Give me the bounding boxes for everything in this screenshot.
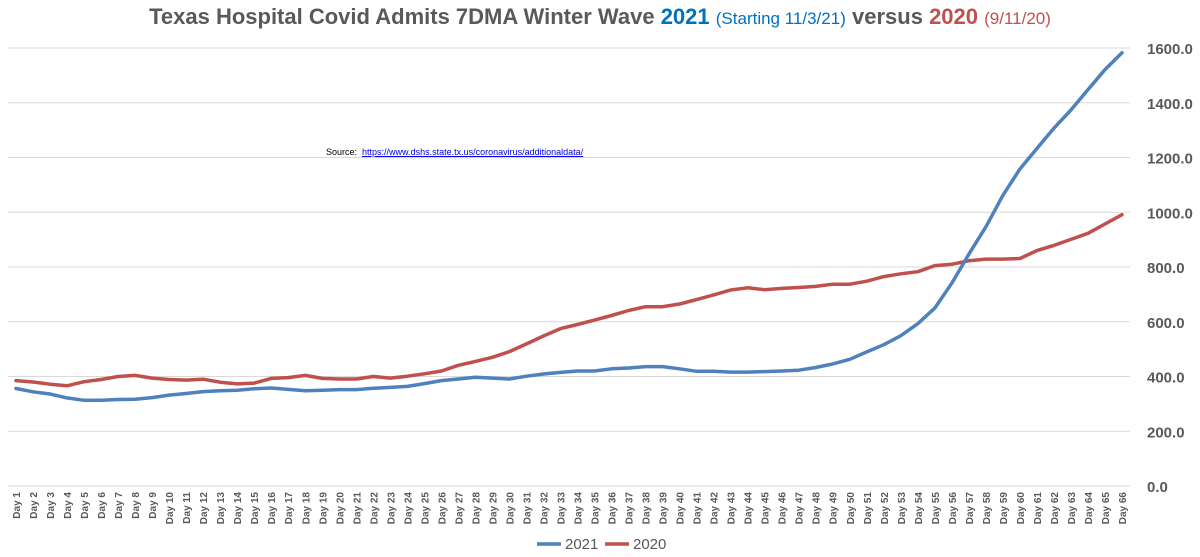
x-tick-label: Day 5 [80,492,91,519]
x-tick-label: Day 25 [420,492,431,525]
x-tick-label: Day 36 [608,492,619,525]
y-tick-label: 1000.0 [1147,205,1193,222]
x-tick-label: Day 20 [335,492,346,525]
x-tick-label: Day 24 [403,492,414,525]
x-tick-label: Day 7 [114,492,125,519]
x-tick-label: Day 38 [642,492,653,525]
y-tick-label: 600.0 [1147,315,1185,332]
y-tick-label: 1400.0 [1147,96,1193,113]
x-tick-label: Day 9 [148,492,159,519]
legend-label-2021: 2021 [565,536,598,553]
legend: 2021 2020 [537,536,666,553]
x-tick-label: Day 55 [931,492,942,525]
x-tick-label: Day 17 [284,492,295,525]
x-tick-label: Day 66 [1118,492,1129,525]
x-tick-label: Day 57 [965,492,976,525]
grid-lines [8,47,1130,487]
source-label: Source: [326,147,358,157]
x-tick-label: Day 60 [1016,492,1027,525]
title-year-2021: 2021 [660,4,710,29]
x-tick-label: Day 63 [1067,492,1078,525]
x-tick-label: Day 40 [676,492,687,525]
x-tick-label: Day 65 [1101,492,1112,525]
y-tick-label: 400.0 [1147,370,1185,387]
y-tick-label: 1600.0 [1147,41,1193,58]
series-line-2020 [14,212,1124,388]
x-tick-label: Day 26 [437,492,448,525]
y-tick-label: 200.0 [1147,424,1185,441]
x-tick-label: Day 49 [829,492,840,525]
x-tick-label: Day 35 [591,492,602,525]
x-tick-label: Day 32 [539,492,550,525]
series-line-2021 [14,50,1124,403]
x-tick-label: Day 21 [352,492,363,525]
y-tick-label: 800.0 [1147,260,1185,277]
x-tick-label: Day 14 [233,492,244,525]
title-sub-2020: (9/11/20) [984,9,1051,28]
x-tick-label: Day 31 [522,492,533,525]
x-tick-label: Day 59 [999,492,1010,525]
x-tick-label: Day 23 [386,492,397,525]
y-axis-ticks: 0.0 200.0 400.0 600.0 800.0 1000.0 1200.0 1400.… [1147,41,1193,496]
x-tick-label: Day 2 [29,492,40,519]
x-tick-label: Day 33 [556,492,567,525]
x-tick-label: Day 15 [250,492,261,525]
x-tick-label: Day 18 [301,492,312,525]
x-tick-label: Day 22 [369,492,380,525]
title-year-2020: 2020 [929,4,979,29]
title-sub-2021: (Starting 11/3/21) [715,9,846,28]
y-tick-label: 1200.0 [1147,151,1193,168]
x-tick-label: Day 42 [710,492,721,525]
x-tick-label: Day 12 [199,492,210,525]
x-tick-label: Day 30 [505,492,516,525]
x-axis-ticks: Day 1 Day 2 Day 3 Day 4 Day 5 Day 6 Day 7 Day 8… [12,492,1129,525]
x-tick-label: Day 56 [948,492,959,525]
x-tick-label: Day 45 [761,492,772,525]
x-tick-label: Day 48 [812,492,823,525]
x-tick-label: Day 61 [1033,492,1044,525]
x-tick-label: Day 44 [744,492,755,525]
x-tick-label: Day 39 [659,492,670,525]
x-tick-label: Day 62 [1050,492,1061,525]
x-tick-label: Day 51 [863,492,874,525]
x-tick-label: Day 50 [846,492,857,525]
x-tick-label: Day 16 [267,492,278,525]
x-tick-label: Day 19 [318,492,329,525]
series-lines [14,50,1124,403]
x-tick-label: Day 11 [182,492,193,524]
y-tick-label: 0.0 [1147,479,1168,496]
x-tick-label: Day 8 [131,492,142,519]
title-versus: versus [851,4,923,29]
x-tick-label: Day 52 [880,492,891,525]
x-tick-label: Day 41 [693,492,704,525]
x-tick-label: Day 58 [982,492,993,525]
x-tick-label: Day 46 [778,492,789,525]
x-tick-label: Day 64 [1084,492,1095,525]
chart-title: Texas Hospital Covid Admits 7DMA Winter … [0,4,1200,30]
source-link[interactable]: https://www.dshs.state.tx.us/coronavirus… [362,147,584,157]
x-tick-label: Day 6 [97,492,108,519]
x-tick-label: Day 54 [914,492,925,525]
x-tick-label: Day 43 [727,492,738,525]
source-note: Source: https://www.dshs.state.tx.us/cor… [326,147,583,157]
x-tick-label: Day 1 [12,492,23,519]
x-tick-label: Day 13 [216,492,227,525]
x-tick-label: Day 28 [471,492,482,525]
x-tick-label: Day 37 [625,492,636,525]
x-tick-label: Day 27 [454,492,465,525]
legend-label-2020: 2020 [633,536,666,553]
x-tick-label: Day 4 [63,492,74,519]
x-tick-label: Day 29 [488,492,499,525]
x-tick-label: Day 34 [574,492,585,525]
x-tick-label: Day 53 [897,492,908,525]
x-tick-label: Day 3 [46,492,57,519]
x-tick-label: Day 10 [165,492,176,525]
x-tick-label: Day 47 [795,492,806,525]
title-main: Texas Hospital Covid Admits 7DMA Winter … [149,4,655,29]
